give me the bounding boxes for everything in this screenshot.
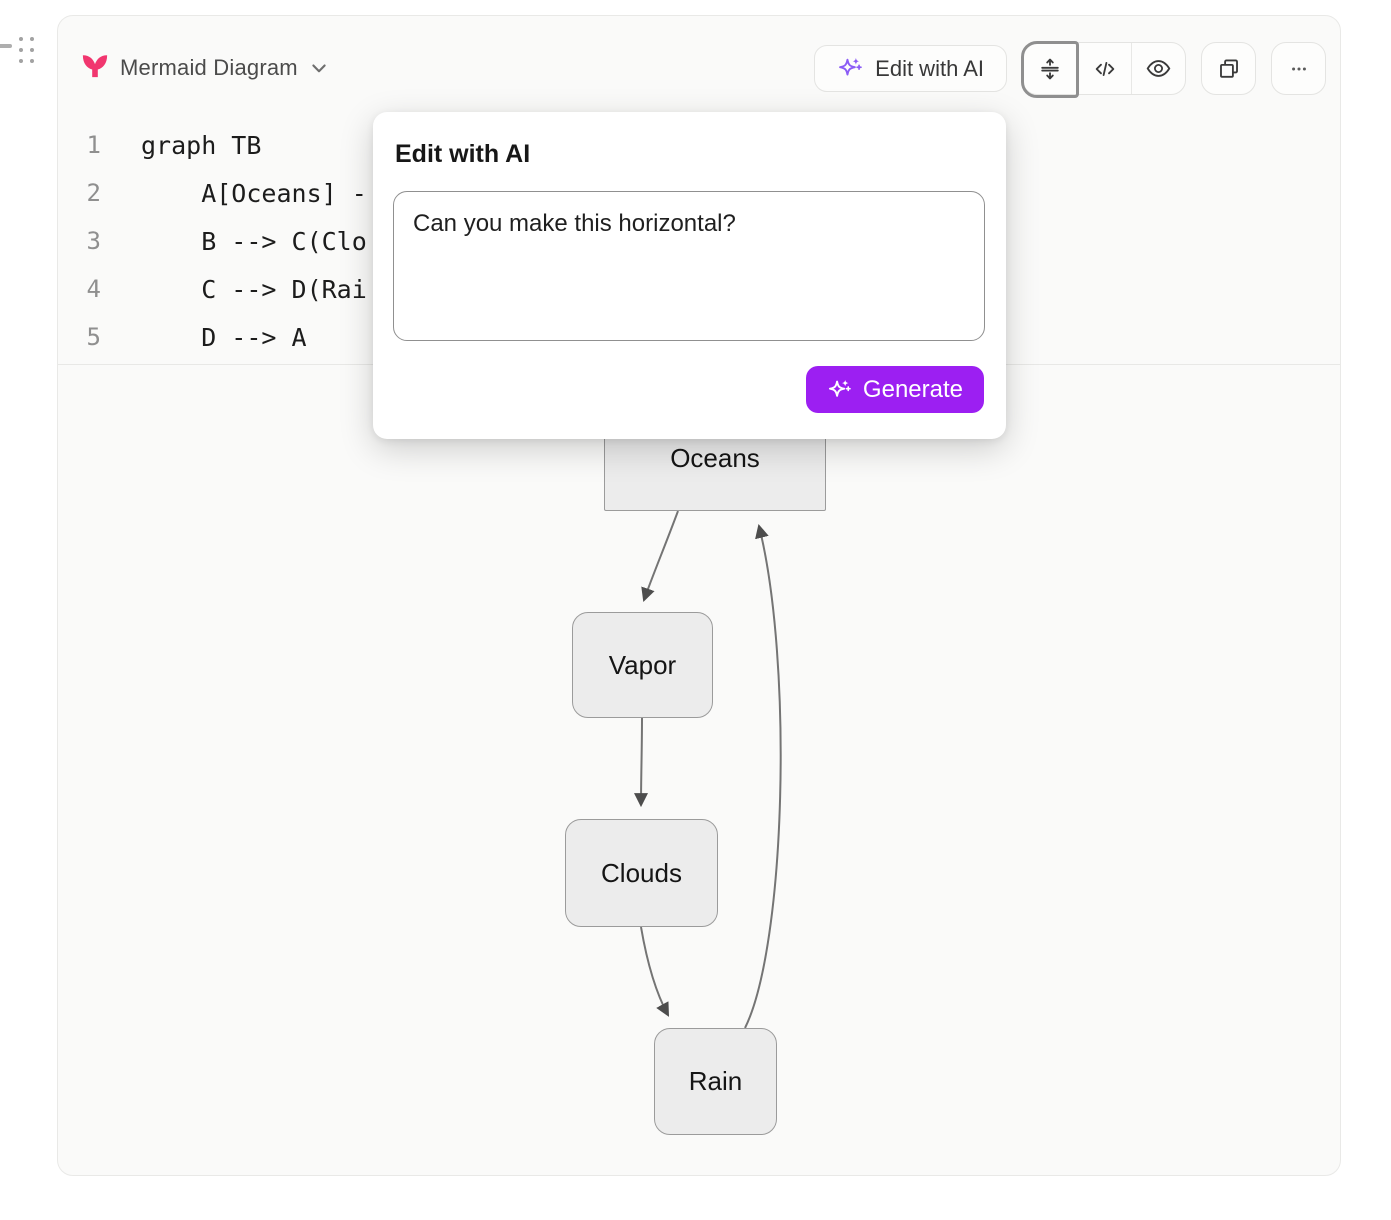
split-view-button[interactable] bbox=[1023, 43, 1077, 94]
line-number: 2 bbox=[86, 179, 101, 207]
line-number: 5 bbox=[86, 323, 101, 351]
ai-prompt-input[interactable]: Can you make this horizontal? bbox=[393, 191, 985, 341]
node-label: Vapor bbox=[608, 649, 677, 680]
code-line: 3 B --> C(Clo bbox=[58, 217, 1340, 265]
line-number: 1 bbox=[86, 131, 101, 159]
more-icon bbox=[1286, 56, 1312, 82]
generate-label: Generate bbox=[862, 375, 963, 403]
code-view-button[interactable] bbox=[1077, 43, 1131, 94]
copy-button[interactable] bbox=[1201, 42, 1256, 95]
drag-dots-icon[interactable] bbox=[19, 37, 34, 63]
minus-icon[interactable] bbox=[0, 44, 12, 48]
node-label: Rain bbox=[688, 1066, 743, 1096]
diagram-node-rain[interactable]: Rain bbox=[654, 1028, 777, 1135]
more-button[interactable] bbox=[1271, 42, 1326, 95]
preview-eye-icon bbox=[1145, 55, 1172, 82]
copy-icon bbox=[1216, 56, 1242, 82]
sparkle-icon bbox=[837, 55, 864, 82]
edit-with-ai-label: Edit with AI bbox=[875, 55, 984, 81]
mermaid-logo-icon bbox=[81, 54, 109, 81]
code-line: 2 A[Oceans] - bbox=[58, 169, 1340, 217]
code-text: B --> C(Clo bbox=[141, 226, 367, 256]
split-view-icon bbox=[1037, 56, 1063, 82]
code-line: 4 C --> D(Rai bbox=[58, 265, 1340, 313]
preview-button[interactable] bbox=[1131, 43, 1185, 94]
line-number: 3 bbox=[86, 227, 101, 255]
block-title-group[interactable]: Mermaid Diagram bbox=[81, 54, 329, 81]
generate-button[interactable]: Generate bbox=[805, 366, 984, 413]
chevron-down-icon bbox=[309, 58, 329, 78]
code-line: 5 D --> A bbox=[58, 313, 1340, 361]
code-text: C --> D(Rai bbox=[141, 274, 367, 304]
edit-with-ai-popup: Edit with AI Can you make this horizonta… bbox=[373, 112, 1006, 439]
page-title: Mermaid Diagram bbox=[120, 54, 298, 80]
edit-with-ai-button[interactable]: Edit with AI bbox=[814, 45, 1007, 92]
node-label: Oceans bbox=[670, 442, 760, 473]
toolbar: Edit with AI bbox=[814, 41, 1326, 98]
code-line: 1 graph TB bbox=[58, 121, 1340, 169]
popup-title: Edit with AI bbox=[395, 140, 531, 168]
diagram-node-clouds[interactable]: Clouds bbox=[565, 819, 718, 927]
view-mode-toggle bbox=[1021, 41, 1186, 98]
code-text: graph TB bbox=[141, 130, 262, 160]
line-number: 4 bbox=[86, 275, 101, 303]
node-label: Clouds bbox=[601, 857, 682, 888]
diagram-node-vapor[interactable]: Vapor bbox=[572, 612, 713, 718]
code-text: D --> A bbox=[141, 322, 307, 352]
sparkle-icon bbox=[827, 377, 853, 403]
code-view-icon bbox=[1092, 56, 1118, 82]
code-text: A[Oceans] - bbox=[141, 178, 367, 208]
